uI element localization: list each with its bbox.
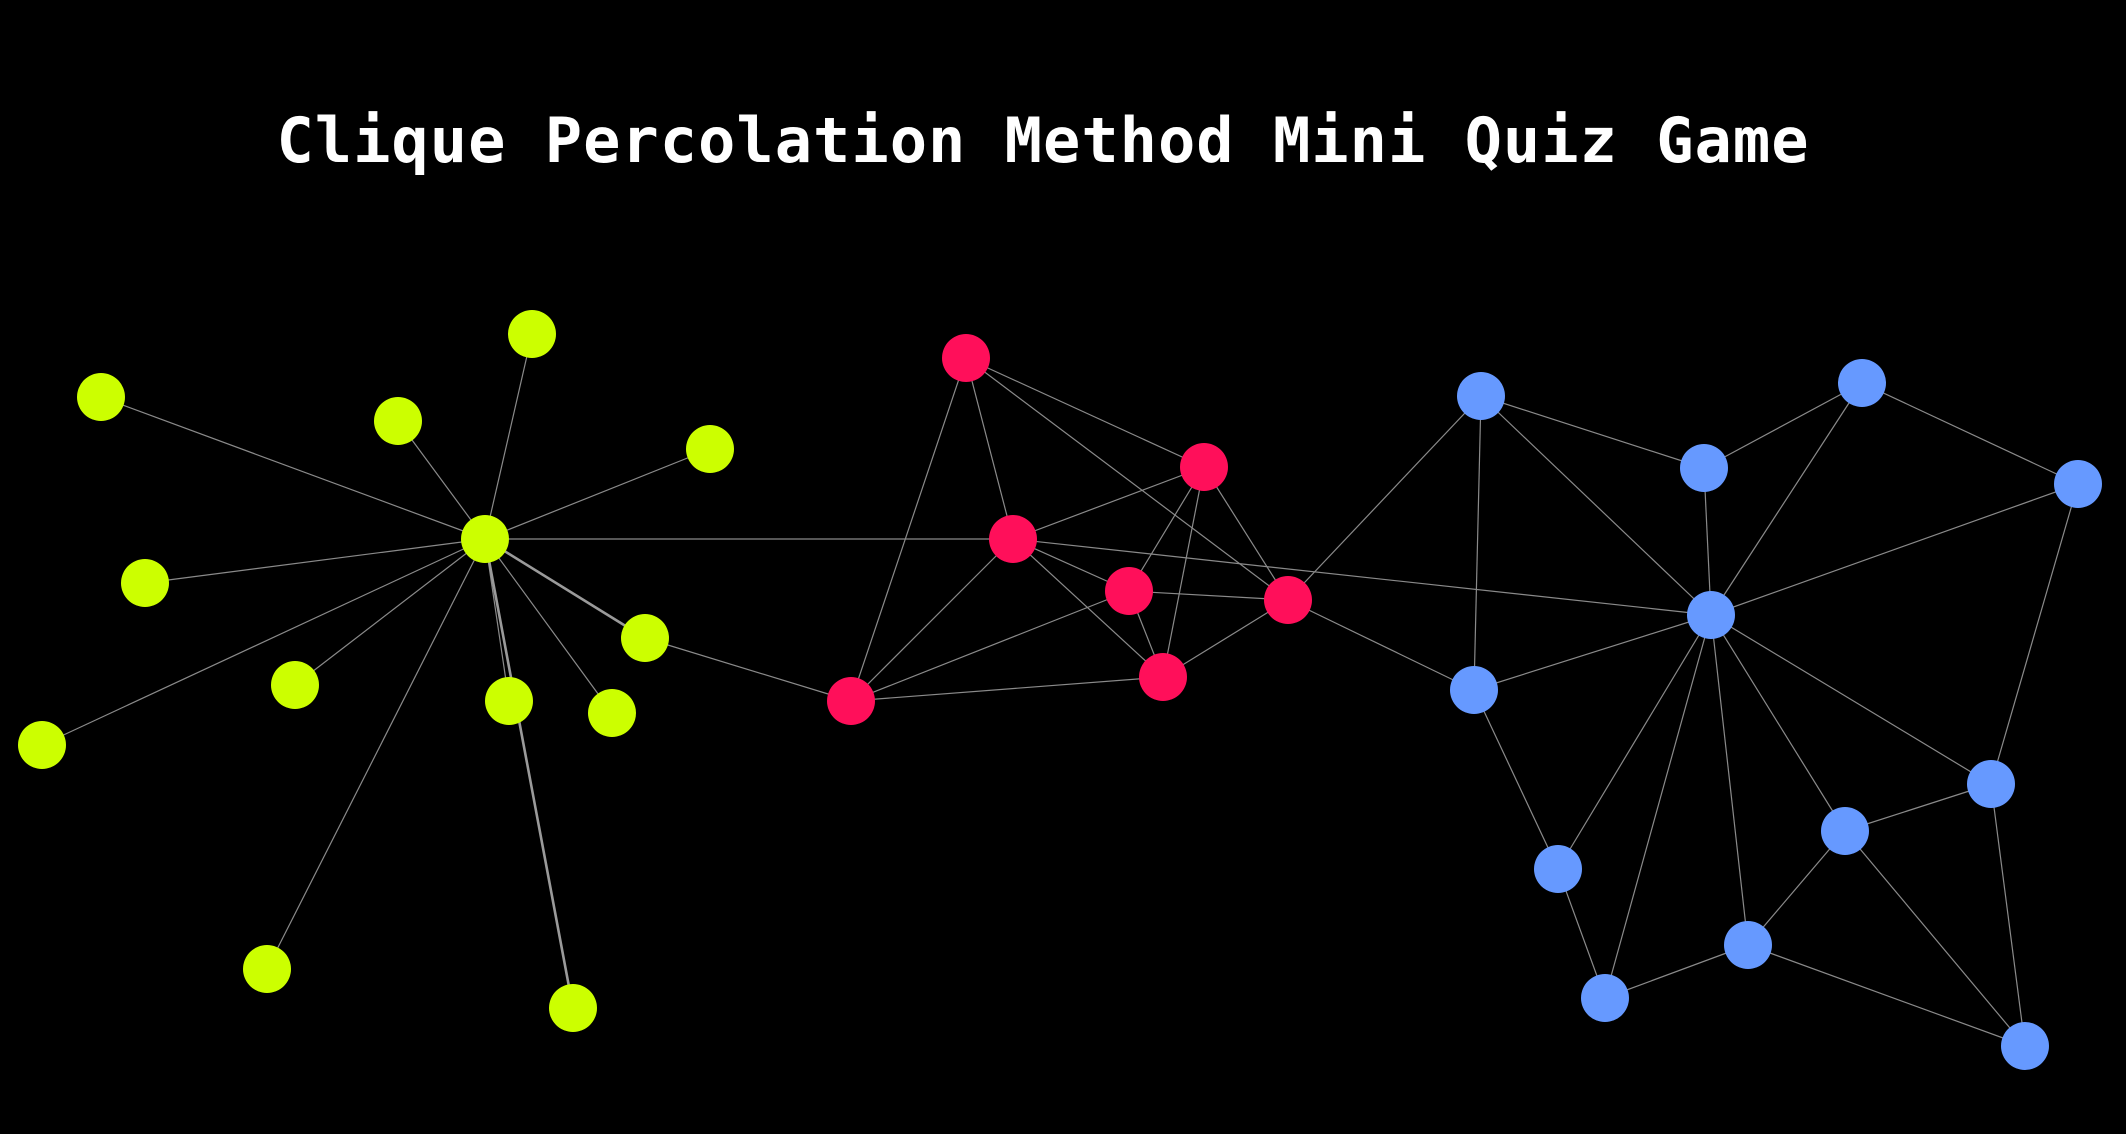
graph-node-g9[interactable] xyxy=(485,677,533,725)
graph-node-g3[interactable] xyxy=(374,397,422,445)
graph-node-g12[interactable] xyxy=(243,945,291,993)
graph-edge xyxy=(483,538,575,1009)
graph-node-r6[interactable] xyxy=(827,677,875,725)
graph-edge xyxy=(1604,614,1712,999)
graph-edge xyxy=(1162,599,1289,678)
graph-edge xyxy=(965,357,1014,540)
graph-node-b7[interactable] xyxy=(1967,760,2015,808)
graph-edge xyxy=(1480,395,1712,616)
graph-node-r3[interactable] xyxy=(989,515,1037,563)
graph-edge xyxy=(484,333,533,540)
graph-node-b11[interactable] xyxy=(1581,974,1629,1022)
graph-edge xyxy=(1128,466,1205,592)
graph-node-g10[interactable] xyxy=(588,689,636,737)
graph-node-g5[interactable] xyxy=(461,515,509,563)
graph-node-g1[interactable] xyxy=(77,373,125,421)
graph-node-r1[interactable] xyxy=(942,334,990,382)
graph-node-r4[interactable] xyxy=(1105,567,1153,615)
graph-node-b2[interactable] xyxy=(1838,359,1886,407)
graph-node-g7[interactable] xyxy=(271,661,319,709)
graph-edge xyxy=(1710,614,1846,832)
graph-node-g11[interactable] xyxy=(18,721,66,769)
graph-node-b8[interactable] xyxy=(1821,807,1869,855)
graph-edge xyxy=(484,538,613,714)
graph-edge xyxy=(1557,614,1712,870)
graph-node-b3[interactable] xyxy=(1680,444,1728,492)
graph-node-r5[interactable] xyxy=(1264,576,1312,624)
graph-edges xyxy=(41,333,2079,1047)
graph-edge xyxy=(144,538,486,584)
graph-edge xyxy=(397,420,486,540)
graph-edge xyxy=(1710,614,1992,785)
graph-nodes xyxy=(18,310,2102,1070)
graph-edge xyxy=(1710,614,1749,946)
graph-edge xyxy=(1287,395,1482,601)
graph-edge xyxy=(1747,830,1846,946)
graph-edge xyxy=(1747,944,2026,1047)
graph-node-g8[interactable] xyxy=(621,614,669,662)
graph-node-b10[interactable] xyxy=(1724,921,1772,969)
page-title: Clique Percolation Method Mini Quiz Game xyxy=(276,104,1810,177)
graph-edge xyxy=(850,538,1014,702)
graph-edge xyxy=(100,396,486,540)
graph-edge xyxy=(850,590,1130,702)
graph-edge xyxy=(1012,538,1712,616)
graph-edge xyxy=(1480,395,1705,469)
graph-edge xyxy=(1287,599,1475,691)
graph-edge xyxy=(1990,483,2079,785)
graph-node-b6[interactable] xyxy=(1450,666,1498,714)
graph-edge xyxy=(1473,395,1482,691)
graph-edge xyxy=(1604,944,1749,999)
graph-edge xyxy=(266,538,486,970)
graph-edge xyxy=(484,537,646,640)
graph-node-g2[interactable] xyxy=(508,310,556,358)
graph-edge xyxy=(644,637,852,702)
graph-edge xyxy=(41,538,486,746)
graph-node-b12[interactable] xyxy=(2001,1022,2049,1070)
graph-edge xyxy=(1128,590,1289,601)
graph-edge xyxy=(850,676,1164,702)
graph-edge xyxy=(1861,382,2079,485)
graph-edge xyxy=(965,357,1289,601)
graph-node-g6[interactable] xyxy=(121,559,169,607)
graph-edge xyxy=(1473,614,1712,691)
graph-edge xyxy=(1703,467,1712,616)
graph-edge xyxy=(1703,382,1863,469)
graph-edge xyxy=(1203,466,1289,601)
graph-node-b1[interactable] xyxy=(1457,372,1505,420)
graph-edge xyxy=(1844,830,2026,1047)
graph-edge xyxy=(1162,466,1205,678)
graph-node-g13[interactable] xyxy=(549,984,597,1032)
graph-edge xyxy=(1844,783,1992,832)
graph-edge xyxy=(1710,382,1863,616)
graph-node-g4[interactable] xyxy=(686,425,734,473)
graph-node-r2[interactable] xyxy=(1180,443,1228,491)
graph-edge xyxy=(850,357,967,702)
graph-node-b5[interactable] xyxy=(1687,591,1735,639)
graph-edge xyxy=(1990,783,2026,1047)
graph-edge xyxy=(294,538,486,686)
graph-edge xyxy=(484,448,711,540)
graph-node-b4[interactable] xyxy=(2054,460,2102,508)
graph-edge xyxy=(1012,466,1205,540)
graph-node-b9[interactable] xyxy=(1534,845,1582,893)
graph-edge xyxy=(1473,689,1559,870)
graph-edge xyxy=(1710,483,2079,616)
graph-edge xyxy=(965,357,1205,468)
graph-node-r7[interactable] xyxy=(1139,653,1187,701)
graph-edge xyxy=(1012,538,1164,678)
